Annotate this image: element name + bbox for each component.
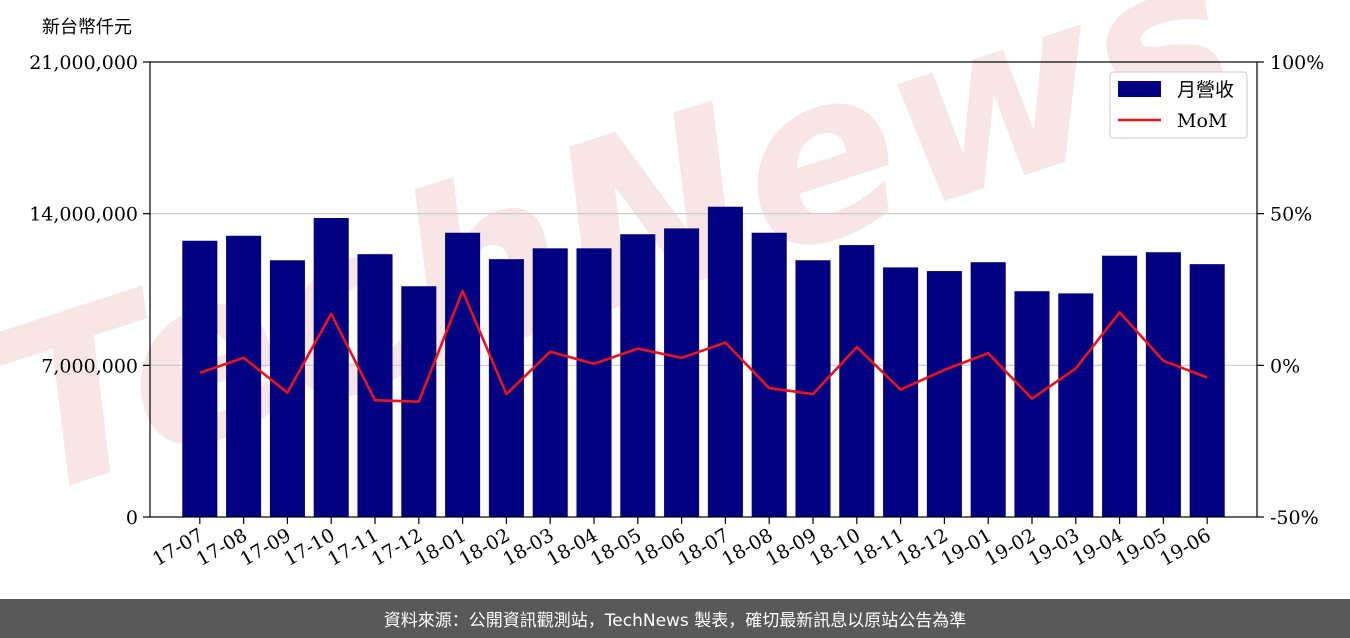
bar-17-11 xyxy=(357,254,393,517)
left-axis-unit-label: 新台幣仟元 xyxy=(42,17,132,38)
chart: TechNews 新台幣仟元 07,000,00014,000,00021,00… xyxy=(0,0,1324,571)
right-tick-label: 0% xyxy=(1270,355,1300,377)
x-tick-label: 19-06 xyxy=(1156,524,1214,570)
left-tick-label: 21,000,000 xyxy=(29,52,138,74)
legend-revenue-swatch xyxy=(1118,81,1161,97)
right-tick-label: -50% xyxy=(1270,507,1319,529)
bar-18-03 xyxy=(532,248,568,518)
mom-line xyxy=(199,289,1208,404)
legend-revenue-label: 月營收 xyxy=(1177,79,1234,101)
footer-text: 資料來源：公開資訊觀測站，TechNews 製表，確切最新訊息以原站公告為準 xyxy=(383,611,967,631)
bar-19-02 xyxy=(1014,291,1050,517)
bar-19-04 xyxy=(1102,255,1138,517)
legend: 月營收 MoM xyxy=(1109,71,1248,139)
bar-18-05 xyxy=(620,234,656,517)
right-axis: -50% 0% 50% 100% xyxy=(1257,52,1324,529)
left-tick-label: 14,000,000 xyxy=(29,204,138,226)
bar-18-02 xyxy=(488,259,524,517)
bar-19-01 xyxy=(970,262,1006,517)
bar-18-11 xyxy=(883,267,919,517)
left-axis: 0 7,000,000 14,000,000 21,000,000 xyxy=(29,52,150,529)
plot-frame xyxy=(149,61,1258,518)
right-tick-label: 100% xyxy=(1270,52,1324,74)
bar-18-09 xyxy=(795,260,831,517)
bar-19-05 xyxy=(1145,252,1181,517)
legend-mom-label: MoM xyxy=(1177,110,1227,132)
left-tick-label: 0 xyxy=(126,507,138,529)
bar-18-12 xyxy=(926,271,962,517)
bar-18-06 xyxy=(664,228,700,517)
x-axis: 17-0717-0817-0917-1017-1117-1218-0118-02… xyxy=(149,517,1215,571)
bar-18-07 xyxy=(707,206,743,517)
bar-18-04 xyxy=(576,248,612,518)
footer-source-note: 資料來源：公開資訊觀測站，TechNews 製表，確切最新訊息以原站公告為準 xyxy=(0,599,1350,638)
revenue-bars xyxy=(182,206,1225,518)
bar-17-07 xyxy=(182,240,218,517)
bar-17-08 xyxy=(226,235,262,517)
bar-18-01 xyxy=(445,232,481,517)
bar-18-10 xyxy=(839,245,875,518)
bar-19-03 xyxy=(1058,293,1094,517)
bar-17-10 xyxy=(313,218,349,517)
bar-17-09 xyxy=(269,260,305,517)
left-tick-label: 7,000,000 xyxy=(41,355,138,377)
right-tick-label: 50% xyxy=(1270,204,1312,226)
bar-19-06 xyxy=(1189,264,1225,517)
